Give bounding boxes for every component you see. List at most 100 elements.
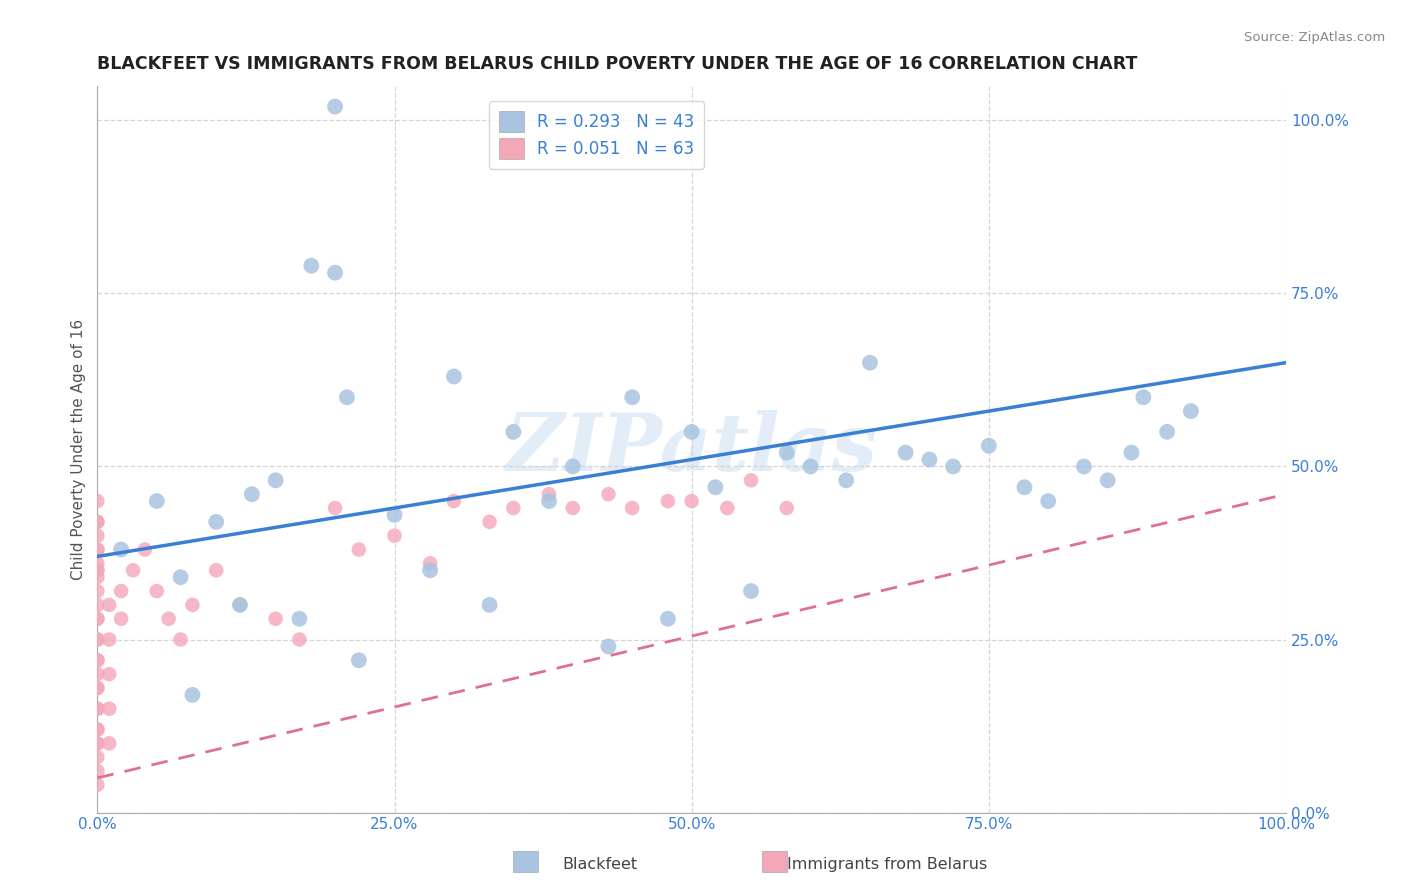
Point	[323, 501, 346, 516]
Point	[621, 501, 644, 516]
Point	[86, 702, 108, 716]
Point	[561, 501, 583, 516]
Point	[384, 508, 406, 522]
Point	[110, 612, 132, 626]
Point	[336, 390, 359, 404]
Point	[419, 557, 441, 571]
Point	[704, 480, 727, 494]
Point	[86, 598, 108, 612]
Text: Blackfeet: Blackfeet	[562, 857, 637, 872]
Point	[86, 570, 108, 584]
Point	[86, 736, 108, 750]
Point	[977, 439, 1000, 453]
Point	[146, 584, 169, 599]
Legend: R = 0.293   N = 43, R = 0.051   N = 63: R = 0.293 N = 43, R = 0.051 N = 63	[489, 102, 704, 169]
Point	[537, 494, 560, 508]
Point	[443, 369, 465, 384]
Point	[229, 598, 252, 612]
Point	[98, 667, 121, 681]
Point	[443, 494, 465, 508]
Point	[146, 494, 169, 508]
Point	[86, 667, 108, 681]
Point	[86, 612, 108, 626]
Point	[384, 529, 406, 543]
Point	[86, 563, 108, 577]
Point	[86, 632, 108, 647]
Point	[86, 494, 108, 508]
Point	[657, 494, 679, 508]
Point	[98, 632, 121, 647]
Point	[288, 632, 311, 647]
Point	[86, 764, 108, 778]
Point	[169, 632, 191, 647]
Point	[323, 266, 346, 280]
Text: BLACKFEET VS IMMIGRANTS FROM BELARUS CHILD POVERTY UNDER THE AGE OF 16 CORRELATI: BLACKFEET VS IMMIGRANTS FROM BELARUS CHI…	[97, 55, 1137, 73]
Point	[942, 459, 965, 474]
Point	[1073, 459, 1095, 474]
Point	[110, 542, 132, 557]
Point	[835, 473, 858, 487]
Point	[799, 459, 821, 474]
Point	[86, 542, 108, 557]
Point	[1156, 425, 1178, 439]
Point	[621, 390, 644, 404]
Point	[681, 425, 703, 439]
Point	[86, 542, 108, 557]
Point	[98, 598, 121, 612]
Point	[86, 736, 108, 750]
Point	[1097, 473, 1119, 487]
Point	[205, 563, 228, 577]
Point	[1014, 480, 1036, 494]
Point	[537, 487, 560, 501]
Point	[86, 778, 108, 792]
Point	[229, 598, 252, 612]
Point	[157, 612, 180, 626]
Point	[86, 702, 108, 716]
Point	[86, 681, 108, 695]
Point	[347, 653, 370, 667]
Point	[86, 681, 108, 695]
Point	[598, 487, 620, 501]
Point	[859, 356, 882, 370]
Point	[86, 653, 108, 667]
Point	[98, 702, 121, 716]
Point	[1180, 404, 1202, 418]
Point	[86, 723, 108, 737]
Point	[86, 515, 108, 529]
Point	[86, 529, 108, 543]
Point	[86, 653, 108, 667]
Point	[86, 723, 108, 737]
Point	[86, 557, 108, 571]
Point	[98, 736, 121, 750]
Point	[134, 542, 156, 557]
Point	[657, 612, 679, 626]
Point	[1038, 494, 1060, 508]
Point	[918, 452, 941, 467]
Point	[169, 570, 191, 584]
Text: ZIPatlas: ZIPatlas	[506, 410, 877, 488]
Point	[86, 584, 108, 599]
Point	[347, 542, 370, 557]
Point	[264, 473, 287, 487]
Point	[776, 501, 799, 516]
Point	[478, 598, 501, 612]
Point	[419, 563, 441, 577]
Point	[1132, 390, 1154, 404]
Point	[86, 563, 108, 577]
Text: Source: ZipAtlas.com: Source: ZipAtlas.com	[1244, 31, 1385, 45]
Point	[181, 688, 204, 702]
Point	[716, 501, 738, 516]
Text: Immigrants from Belarus: Immigrants from Belarus	[787, 857, 987, 872]
Point	[86, 632, 108, 647]
Point	[240, 487, 263, 501]
Point	[299, 259, 322, 273]
Point	[323, 99, 346, 113]
Point	[86, 612, 108, 626]
Point	[181, 598, 204, 612]
Point	[478, 515, 501, 529]
Y-axis label: Child Poverty Under the Age of 16: Child Poverty Under the Age of 16	[72, 318, 86, 580]
Point	[776, 445, 799, 459]
Point	[681, 494, 703, 508]
Point	[205, 515, 228, 529]
Point	[502, 501, 524, 516]
